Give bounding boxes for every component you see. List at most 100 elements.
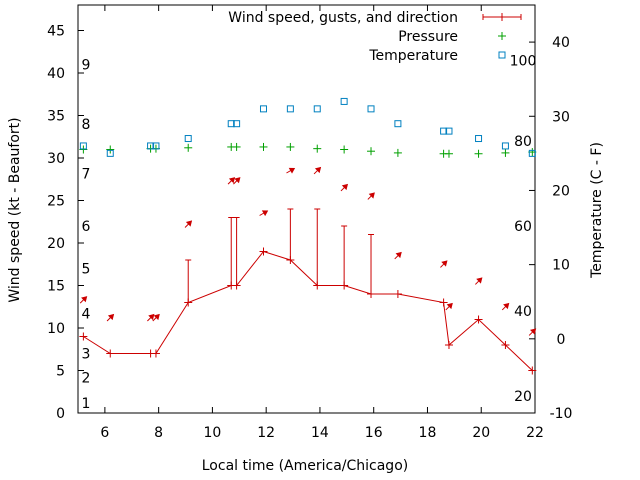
pressure-point [184,143,193,152]
wind-arrow [440,260,448,268]
pressure-point [106,145,115,154]
pressure-point [232,142,241,151]
pressure-point [393,148,402,157]
wind-arrow [445,302,453,311]
beaufort-label: 9 [82,58,91,74]
temperature-point [184,135,192,143]
wind-point [444,341,453,349]
beaufort-label: 2 [82,370,91,386]
wind-arrow-head [503,302,510,310]
series-layer [79,97,537,375]
pressure-point [286,142,295,151]
wind-arrow [367,192,375,200]
legend-label: Pressure [398,29,458,45]
wind-point [474,315,483,324]
wind-arrow [528,328,537,336]
temperature-point [233,120,241,128]
temperature-point [367,105,375,113]
temperature-point [501,142,509,150]
beaufort-label: 8 [82,117,91,133]
y2-tick-label: 0 [557,332,566,348]
fahrenheit-label: 80 [514,134,532,150]
fahrenheit-label: 40 [514,304,532,320]
legend-marker [498,13,506,21]
wind-point [259,247,268,256]
pressure-point [444,149,453,158]
temperature-point [440,127,448,135]
wind-point [528,366,537,375]
y-tick-label: 10 [47,321,65,337]
wind-arrow [106,313,115,322]
x-tick-label: 12 [257,425,275,441]
wind-series [79,166,537,375]
temperature-point [286,105,294,113]
x-tick-label: 10 [203,425,221,441]
x-tick-label: 20 [472,425,490,441]
wind-point [501,341,510,349]
temperature-series [79,97,536,157]
wind-arrow [286,167,296,174]
temperature-point [106,149,114,157]
temperature-point [147,142,155,150]
wind-point [106,349,115,358]
temperature-point [394,120,402,128]
y-tick-label: 0 [56,406,65,422]
wind-arrow-head [476,277,483,284]
plot-frame [77,4,536,414]
x-tick-label: 18 [419,425,437,441]
wind-arrow [79,296,88,304]
y-tick-label: 35 [47,109,65,125]
temperature-point [528,149,536,157]
wind-arrow [227,177,236,185]
beaufort-label: 5 [82,262,91,278]
wind-arrow-head [288,167,296,174]
wind-arrow [313,166,322,175]
wind-arrow-head [107,313,115,321]
temperature-point [227,120,235,128]
pressure-point [313,144,322,153]
wind-point [393,290,402,298]
x-axis-label: Local time (America/Chicago) [202,458,408,474]
x-tick-label: 8 [154,425,163,441]
temperature-point [340,97,348,105]
beaufort-label: 1 [82,396,91,412]
y-tick-label: 15 [47,279,65,295]
y-tick-label: 45 [47,24,65,40]
wind-arrow [259,210,269,217]
wind-arrow [394,251,402,260]
axes: 6 8 10 12 14 16 18 20 22051015202530354045-10010… [47,4,572,441]
y-tick-label: 5 [56,364,65,380]
wind-arrow [475,277,483,285]
x-tick-label: 22 [526,425,544,441]
wind-point [79,332,88,341]
wind-arrow-head [185,220,193,227]
wind-arrow-head [529,328,537,335]
x-tick-label: 16 [365,425,383,441]
y-tick-label: 40 [47,66,65,82]
wind-arrow [501,302,510,311]
wind-arrow [233,177,241,185]
wind-point [439,298,448,307]
x-tick-label: 6 [100,425,109,441]
wind-arrow-head [395,251,402,259]
legend-marker [498,32,506,40]
wind-arrow-head [261,210,269,217]
y2-tick-label: 10 [552,258,570,274]
wind-arrow [152,313,160,322]
wind-arrow-head [234,177,241,184]
wind-arrow-head [228,177,236,184]
y2-axis-label: Temperature (C - F) [589,142,605,279]
fahrenheit-label: 20 [514,389,532,405]
temperature-point [259,105,267,113]
wind-arrow-head [314,166,322,174]
y-tick-label: 30 [47,151,65,167]
wind-arrow-head [368,192,375,199]
pressure-point [79,145,88,154]
wind-arrow-head [441,260,448,267]
y2-tick-label: 40 [552,35,570,51]
wind-arrow-head [153,313,160,321]
beaufort-label: 3 [82,347,91,363]
y-tick-label: 20 [47,236,65,252]
beaufort-label: 6 [82,219,91,235]
